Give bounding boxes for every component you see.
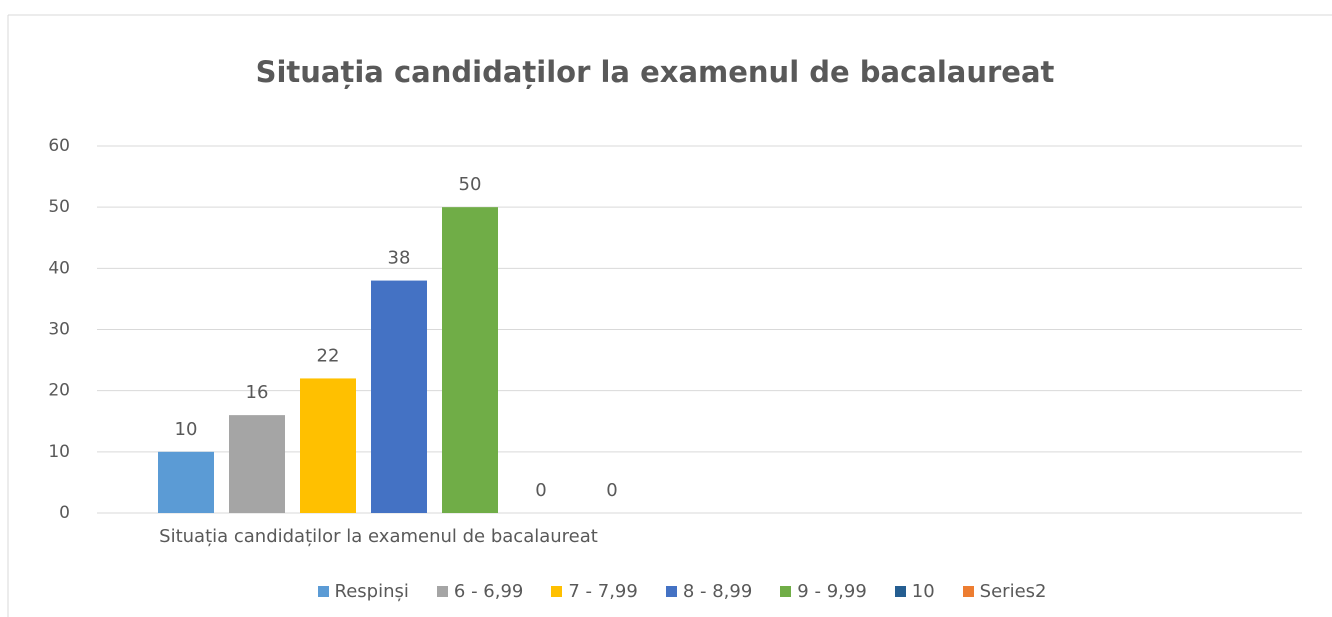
legend-item: 7 - 7,99 xyxy=(551,581,638,602)
legend-label: 9 - 9,99 xyxy=(797,581,867,602)
legend-label: 6 - 6,99 xyxy=(453,581,524,602)
legend-swatch xyxy=(317,586,329,597)
legend-label: 8 - 8,99 xyxy=(682,581,753,602)
bar xyxy=(229,415,285,513)
data-label: 16 xyxy=(246,382,269,403)
legend: Respinși 6 - 6,99 7 - 7,99 8 - 8,99 9 - 9,99… xyxy=(0,581,1332,602)
y-tick-label: 60 xyxy=(48,136,70,156)
data-label: 10 xyxy=(175,419,198,440)
legend-item: Series2 xyxy=(962,581,1047,602)
category-label: Situația candidaților la examenul de bac… xyxy=(159,526,598,547)
data-label: 38 xyxy=(388,248,411,269)
legend-swatch xyxy=(780,586,792,597)
legend-label: 10 xyxy=(911,581,935,602)
chart-title: Situația candidaților la examenul de bac… xyxy=(256,55,1055,89)
legend-item: Respinși xyxy=(317,581,409,602)
legend-label: Respinși xyxy=(334,581,409,602)
y-tick-label: 10 xyxy=(48,442,70,462)
y-tick-label: 50 xyxy=(48,197,70,217)
legend-label: Series2 xyxy=(979,581,1047,602)
legend-item: 6 - 6,99 xyxy=(436,581,524,602)
legend-item: 8 - 8,99 xyxy=(665,581,753,602)
data-label: 0 xyxy=(606,480,617,501)
y-tick-label: 0 xyxy=(59,503,70,523)
legend-item: 10 xyxy=(894,581,935,602)
legend-swatch xyxy=(551,586,563,597)
legend-label: 7 - 7,99 xyxy=(568,581,638,602)
bar xyxy=(371,280,427,513)
legend-swatch xyxy=(665,586,677,597)
bar xyxy=(442,207,498,513)
legend-swatch xyxy=(436,586,448,597)
y-tick-label: 30 xyxy=(48,320,70,340)
data-label: 50 xyxy=(459,174,482,195)
legend-swatch xyxy=(894,586,906,597)
bar xyxy=(158,451,214,513)
data-label: 22 xyxy=(317,345,340,366)
legend-item: 9 - 9,99 xyxy=(780,581,867,602)
bar xyxy=(300,378,356,513)
y-tick-label: 40 xyxy=(48,258,70,278)
data-label: 0 xyxy=(535,480,546,501)
legend-swatch xyxy=(962,586,974,597)
y-tick-label: 20 xyxy=(48,381,70,401)
